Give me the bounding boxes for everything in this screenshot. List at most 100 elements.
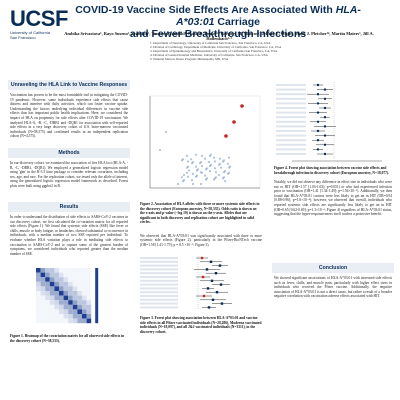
heatmap-cell <box>36 295 41 301</box>
affiliation-2: 2. Division of Cardiology, Department of… <box>150 44 282 49</box>
heatmap-cell <box>68 272 73 278</box>
heatmap-cell <box>82 268 87 273</box>
heatmap-cell <box>59 295 64 301</box>
heatmap-cell <box>86 300 92 305</box>
heatmap-cell <box>59 300 64 305</box>
scatter-point <box>227 166 231 169</box>
ucsf-logo: UCSF <box>10 6 68 31</box>
heatmap-cell <box>36 277 41 282</box>
heatmap-cell <box>59 272 64 278</box>
forest4-row-label-placeholder <box>276 125 306 128</box>
heatmap-cell <box>59 291 64 296</box>
heatmap-cell <box>86 291 92 296</box>
heatmap-cell <box>45 295 50 301</box>
forest4-point <box>316 93 320 96</box>
results-continued-text: Notably, we did not observe any differen… <box>274 180 392 217</box>
affiliation-3: 3. Department of Epidemiology and Biosta… <box>150 48 278 53</box>
heatmap-cell <box>77 309 82 314</box>
heatmap-cell <box>77 291 82 296</box>
heatmap-cell <box>45 281 50 287</box>
forest3-row-label-placeholder <box>140 291 178 294</box>
scatter-point <box>223 180 227 183</box>
heatmap-cell <box>77 300 82 305</box>
scatter-point-significant <box>224 134 228 138</box>
affiliation-5: 5. National Marrow Donor Program, Minnea… <box>150 56 229 61</box>
heatmap-cell <box>68 281 73 287</box>
forest3-row-label-placeholder <box>140 283 178 286</box>
heatmap-cell <box>77 277 82 282</box>
heatmap-cell <box>86 272 92 278</box>
forest3-row-label-placeholder <box>140 287 178 290</box>
heatmap-cell <box>77 286 82 291</box>
heatmap-cell <box>40 309 46 314</box>
heatmap-cell <box>40 300 46 305</box>
scatter-point <box>207 161 211 164</box>
title-allele: HLA-A*03:01 <box>175 4 361 28</box>
heatmap-cell <box>86 268 92 273</box>
heatmap-cell <box>82 300 87 305</box>
heatmap-cell <box>77 295 82 301</box>
intro-results-text: In order to understand the distribution … <box>10 215 128 256</box>
scatter-point <box>213 160 217 163</box>
forest3-row-label-placeholder <box>140 299 178 302</box>
heatmap-cell <box>45 314 50 319</box>
heatmap-cell <box>59 268 64 273</box>
heatmap-legend-bar <box>95 268 99 324</box>
forest3-row-label-placeholder <box>140 272 178 275</box>
heatmap-cell <box>68 291 73 296</box>
heatmap-cell <box>63 277 69 282</box>
heatmap-cell <box>72 295 78 301</box>
scatter-point <box>187 169 191 172</box>
heatmap-cell <box>72 286 78 291</box>
heatmap-cell <box>49 286 55 291</box>
heatmap-cell <box>72 304 78 310</box>
forest3-row-label-placeholder <box>140 280 178 283</box>
forest4-row-label-placeholder <box>276 88 306 91</box>
forest4-point <box>316 129 320 133</box>
heatmap-cell <box>82 291 87 296</box>
heatmap-cell <box>54 300 59 305</box>
intro-text: Vaccination has proven to be the most fo… <box>10 93 128 139</box>
heatmap-cell <box>59 309 64 314</box>
heatmap-cell <box>72 268 78 273</box>
scatter-point <box>186 175 190 178</box>
heatmap-cell <box>68 318 73 324</box>
scatter-point <box>226 162 230 165</box>
heatmap-cell <box>49 314 55 319</box>
forest4-point <box>323 88 327 91</box>
scatter-point <box>164 130 168 134</box>
scatter-point <box>182 173 186 177</box>
heatmap-cell <box>54 309 59 314</box>
forest3-point <box>209 260 213 264</box>
heatmap-cell <box>40 281 46 287</box>
forest3-row-label-placeholder <box>140 257 178 260</box>
heatmap-cell <box>72 281 78 287</box>
heatmap-cell <box>40 295 46 301</box>
forest3-row-label-placeholder <box>140 306 178 309</box>
heatmap-cell <box>68 268 73 273</box>
heatmap-cell <box>45 268 50 273</box>
heatmap-cell <box>86 314 92 319</box>
intro-results-heading: Results <box>8 202 130 212</box>
heatmap-cell <box>72 291 78 296</box>
scatter-point <box>189 158 193 161</box>
scatter-point <box>213 167 217 170</box>
heatmap-cell <box>86 286 92 291</box>
heatmap-cell <box>49 300 55 305</box>
scatter-point <box>191 172 195 175</box>
forest4-row-label-placeholder <box>276 148 306 151</box>
forest4-point <box>323 106 327 110</box>
scatter-point <box>218 157 222 160</box>
heatmap-cell <box>63 286 69 291</box>
forest4-row-label-placeholder <box>276 84 306 86</box>
heatmap-cell <box>45 309 50 314</box>
heatmap-cell <box>77 268 82 273</box>
heatmap-cell <box>54 268 59 273</box>
forest4-point <box>316 148 320 151</box>
heatmap-cell <box>68 300 73 305</box>
scatter-point <box>158 148 162 152</box>
heatmap-cell <box>86 281 92 287</box>
forest3-point <box>214 272 218 275</box>
heatmap-cell <box>59 314 64 319</box>
scatter-point <box>219 166 223 169</box>
